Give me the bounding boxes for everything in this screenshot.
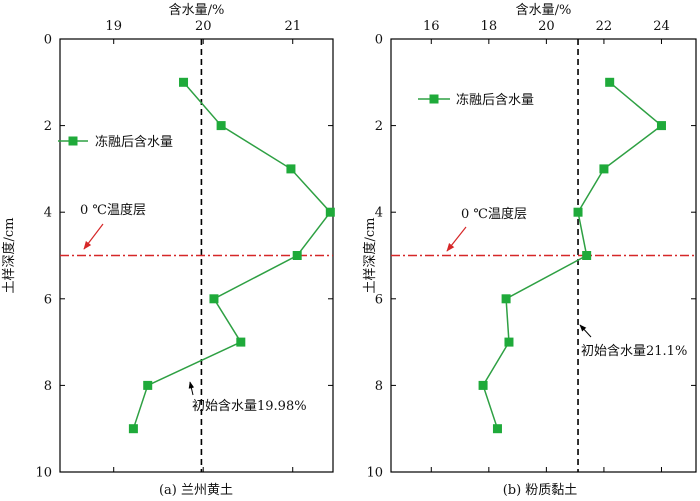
legend-marker xyxy=(429,94,439,104)
chart-panel-a: 19 20 21 0 2 4 6 8 10 含水量/% 土样深度/cm (a) 兰州黄土 冻融后含水量 0… xyxy=(1,2,335,498)
y-tick-label: 10 xyxy=(35,466,52,481)
y-axis-title: 土样深度/cm xyxy=(362,218,378,294)
data-point xyxy=(599,164,609,174)
data-point xyxy=(504,337,514,347)
x-tick-label: 20 xyxy=(538,19,555,34)
x-tick-label: 19 xyxy=(105,19,122,34)
data-point xyxy=(216,121,226,131)
initial-moisture-arrow xyxy=(188,381,195,396)
initial-moisture-label: 初始含水量19.98% xyxy=(192,398,307,414)
y-tick-label: 0 xyxy=(44,33,52,48)
data-point xyxy=(501,294,511,304)
data-point xyxy=(209,294,219,304)
legend-label: 冻融后含水量 xyxy=(95,134,173,150)
legend-marker xyxy=(68,136,78,146)
y-tick-label: 4 xyxy=(375,206,383,221)
data-point xyxy=(292,251,302,260)
y-tick-label: 6 xyxy=(44,292,52,307)
data-point xyxy=(582,251,592,260)
y-tick-label: 8 xyxy=(44,379,52,394)
legend-label: 冻融后含水量 xyxy=(456,92,534,108)
y-tick-label: 2 xyxy=(375,119,383,134)
y-tick-label: 4 xyxy=(44,206,52,221)
x-axis-title: 含水量/% xyxy=(169,2,225,18)
initial-moisture-arrow xyxy=(579,324,592,338)
x-tick-label: 24 xyxy=(653,19,670,34)
x-tick-label: 16 xyxy=(423,19,440,34)
panel-caption: (a) 兰州黄土 xyxy=(159,483,233,498)
data-point xyxy=(128,424,138,434)
data-point xyxy=(143,380,153,390)
x-tick-label: 18 xyxy=(481,19,498,34)
x-tick-label: 20 xyxy=(195,19,212,34)
x-tick-label: 21 xyxy=(284,19,301,34)
y-tick-label: 2 xyxy=(44,119,52,134)
x-axis-title: 含水量/% xyxy=(516,2,572,18)
initial-moisture-label: 初始含水量21.1% xyxy=(581,343,687,359)
data-point xyxy=(286,164,296,174)
y-tick-label: 0 xyxy=(375,33,383,48)
y-tick-label: 6 xyxy=(375,292,383,307)
data-point xyxy=(573,207,583,217)
y-tick-label: 10 xyxy=(366,466,383,481)
data-point xyxy=(179,77,189,87)
data-point xyxy=(492,424,502,434)
y-axis-title: 土样深度/cm xyxy=(1,218,17,294)
zero-degree-arrow xyxy=(83,223,104,250)
zero-degree-arrow xyxy=(446,226,467,252)
data-point xyxy=(605,77,615,87)
zero-degree-label: 0 ℃温度层 xyxy=(461,206,527,222)
data-point xyxy=(325,207,335,217)
panel-caption: (b) 粉质黏土 xyxy=(503,482,578,498)
data-point xyxy=(656,121,666,131)
data-point xyxy=(236,337,246,347)
data-point xyxy=(478,380,488,390)
x-tick-label: 22 xyxy=(596,19,613,34)
zero-degree-label: 0 ℃温度层 xyxy=(80,202,146,218)
y-tick-label: 8 xyxy=(375,379,383,394)
